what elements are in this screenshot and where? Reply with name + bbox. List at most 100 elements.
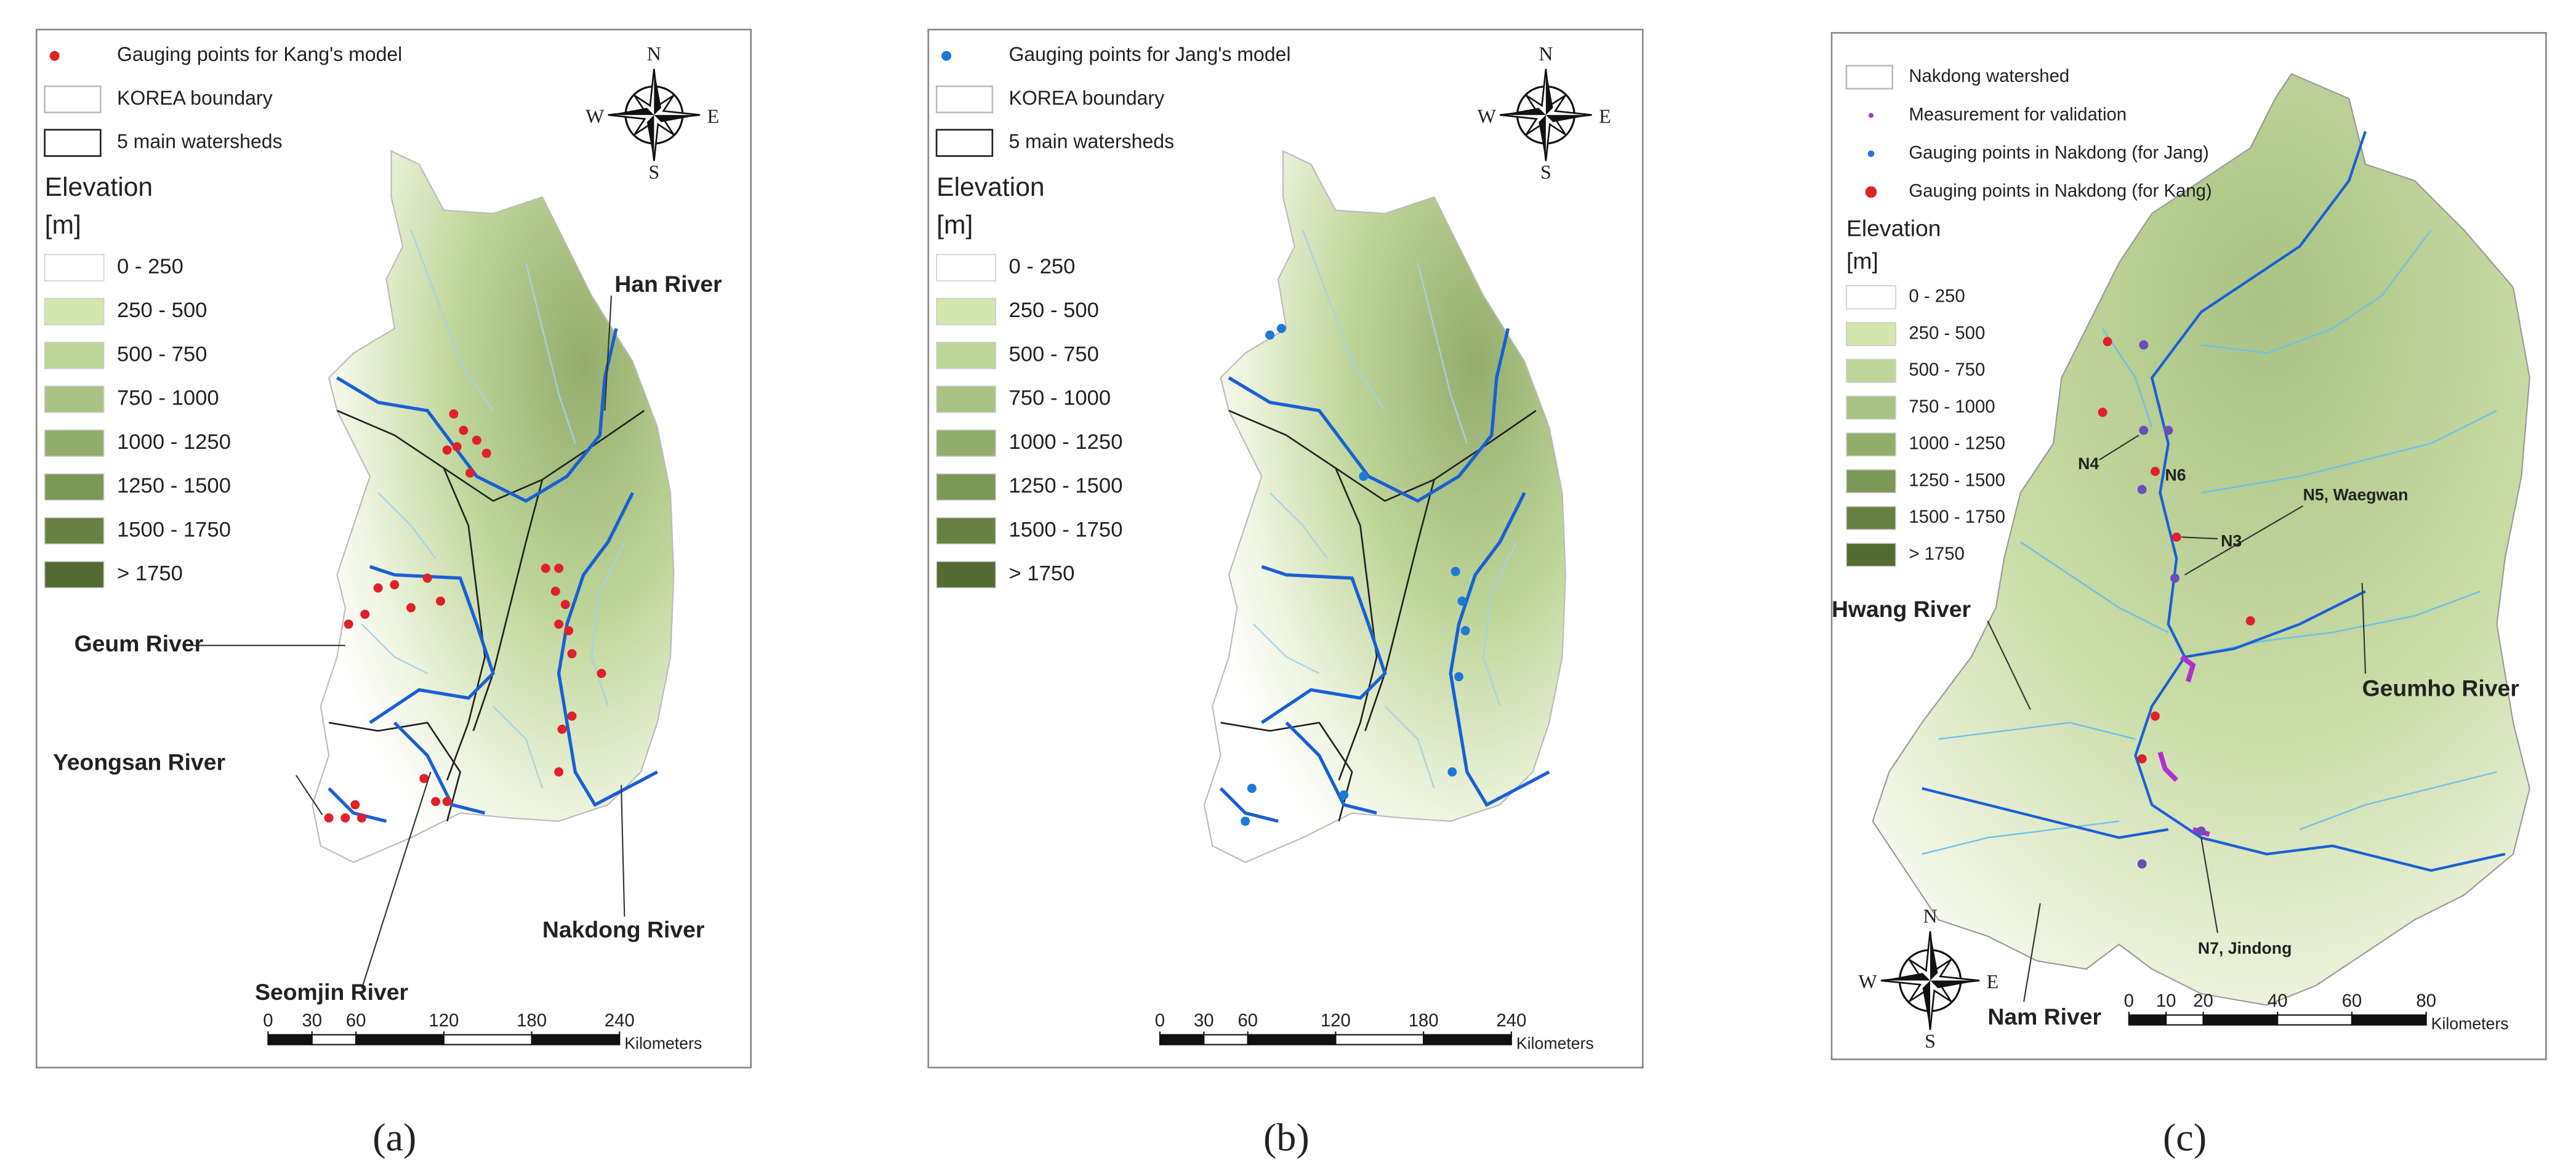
gauging-point — [1451, 566, 1460, 576]
gauging-point — [1460, 626, 1470, 635]
scale-tick-label: 240 — [605, 1010, 635, 1031]
elevation-swatch — [44, 342, 105, 369]
gauging-point — [554, 619, 564, 629]
scale-segment — [267, 1034, 313, 1045]
gauging-point — [431, 797, 440, 807]
leader-line — [2184, 505, 2304, 576]
scale-unit: Kilometers — [2431, 1015, 2509, 1033]
compass-n: N — [647, 42, 661, 65]
scale-segment — [1159, 1034, 1205, 1045]
elevation-class: 250 - 500 — [1009, 299, 1099, 322]
gauging-point — [2103, 337, 2112, 347]
elevation-swatch — [936, 385, 996, 413]
elevation-title: Elevation — [1846, 215, 1941, 241]
gauging-point — [465, 468, 475, 478]
compass-point — [608, 108, 654, 115]
elevation-swatch — [1846, 322, 1896, 347]
legend-symbol — [1865, 186, 1877, 198]
gauging-point — [452, 442, 462, 452]
gauging-point — [442, 445, 452, 455]
elevation-swatch — [1846, 395, 1896, 420]
compass-n: N — [1539, 42, 1553, 65]
gauging-point — [1276, 324, 1286, 333]
elevation-class: 1250 - 1500 — [117, 474, 231, 497]
scale-segment — [1423, 1034, 1512, 1045]
scale-segment — [2165, 1014, 2204, 1026]
elevation-class: 1250 - 1500 — [1009, 474, 1123, 497]
gauging-point-jang — [2137, 485, 2147, 494]
river — [2200, 409, 2497, 494]
river — [2020, 541, 2169, 634]
elevation-class: 500 - 750 — [117, 342, 207, 366]
elevation-class: 750 - 1000 — [117, 387, 219, 410]
gauging-point — [2245, 616, 2255, 626]
scale-tick-label: 30 — [302, 1010, 322, 1031]
gauging-point — [1447, 767, 1457, 777]
gauging-point — [350, 800, 360, 810]
gauging-point-jang — [2139, 340, 2149, 350]
map-label: Geumho River — [2362, 675, 2519, 701]
legend-label: KOREA boundary — [1009, 87, 1165, 109]
gauging-point — [459, 425, 469, 435]
elevation-class: 500 - 750 — [1909, 360, 1985, 380]
elevation-class: 1000 - 1250 — [1909, 433, 2005, 454]
gauging-point — [344, 619, 353, 629]
river — [2299, 771, 2497, 831]
gauging-point — [550, 586, 560, 596]
elevation-class: 0 - 250 — [117, 255, 183, 278]
panel: Nakdong watershed Measurement for validat… — [1832, 65, 2519, 1159]
gauging-point — [481, 448, 491, 458]
gauging-point — [1247, 783, 1257, 793]
legend-symbol — [44, 85, 102, 114]
compass-point — [654, 69, 661, 115]
compass-n: N — [1923, 905, 1937, 927]
scale-tick-label: 0 — [263, 1010, 273, 1031]
scale-segment — [2128, 1014, 2167, 1026]
gauging-point — [436, 596, 445, 606]
legend-label: Gauging points for Jang's model — [1009, 43, 1291, 65]
gauging-point — [2171, 532, 2181, 542]
legend-label: 5 main watersheds — [1009, 131, 1175, 153]
legend-symbol — [44, 129, 102, 157]
gauging-point — [1339, 790, 1349, 800]
elevation-swatch — [936, 429, 996, 457]
elevation-class: > 1750 — [1009, 562, 1075, 586]
gauging-point — [324, 813, 334, 823]
scale-segment — [1247, 1034, 1337, 1045]
map-label: N4 — [2078, 454, 2099, 473]
scale-segment — [2202, 1014, 2279, 1026]
scale-segment — [355, 1034, 445, 1045]
compass-s: S — [648, 161, 659, 183]
elevation-swatch — [1846, 542, 1896, 567]
legend-symbol — [49, 50, 60, 61]
scale-tick-label: 120 — [1321, 1010, 1351, 1031]
elevation-swatch — [44, 297, 105, 326]
scale-tick-label: 40 — [2268, 991, 2288, 1011]
elevation-swatch — [44, 254, 105, 281]
river — [2102, 328, 2153, 427]
gauging-point — [340, 813, 350, 823]
gauging-point — [554, 767, 564, 777]
gauging-point — [1241, 816, 1250, 826]
scale-tick-label: 0 — [2124, 991, 2134, 1011]
panel-frame — [35, 28, 752, 1069]
gauging-point-jang — [2163, 425, 2173, 435]
compass-point — [1539, 115, 1546, 161]
elevation-swatch — [44, 385, 105, 413]
elevation-class: > 1750 — [117, 562, 183, 586]
compass-point — [1881, 973, 1931, 981]
legend-symbol — [935, 85, 994, 114]
gauging-point — [2151, 467, 2160, 477]
leader-line — [604, 296, 613, 411]
elevation-swatch — [936, 473, 996, 501]
legend-label: 5 main watersheds — [117, 131, 283, 153]
gauging-point — [449, 409, 459, 419]
panel-label: (b) — [1263, 1116, 1310, 1159]
scale-unit: Kilometers — [624, 1034, 702, 1053]
leader-line — [1987, 620, 2031, 710]
elevation-class: > 1750 — [1909, 544, 1965, 564]
scale-segment — [443, 1034, 533, 1045]
validation-reach — [2157, 751, 2178, 782]
